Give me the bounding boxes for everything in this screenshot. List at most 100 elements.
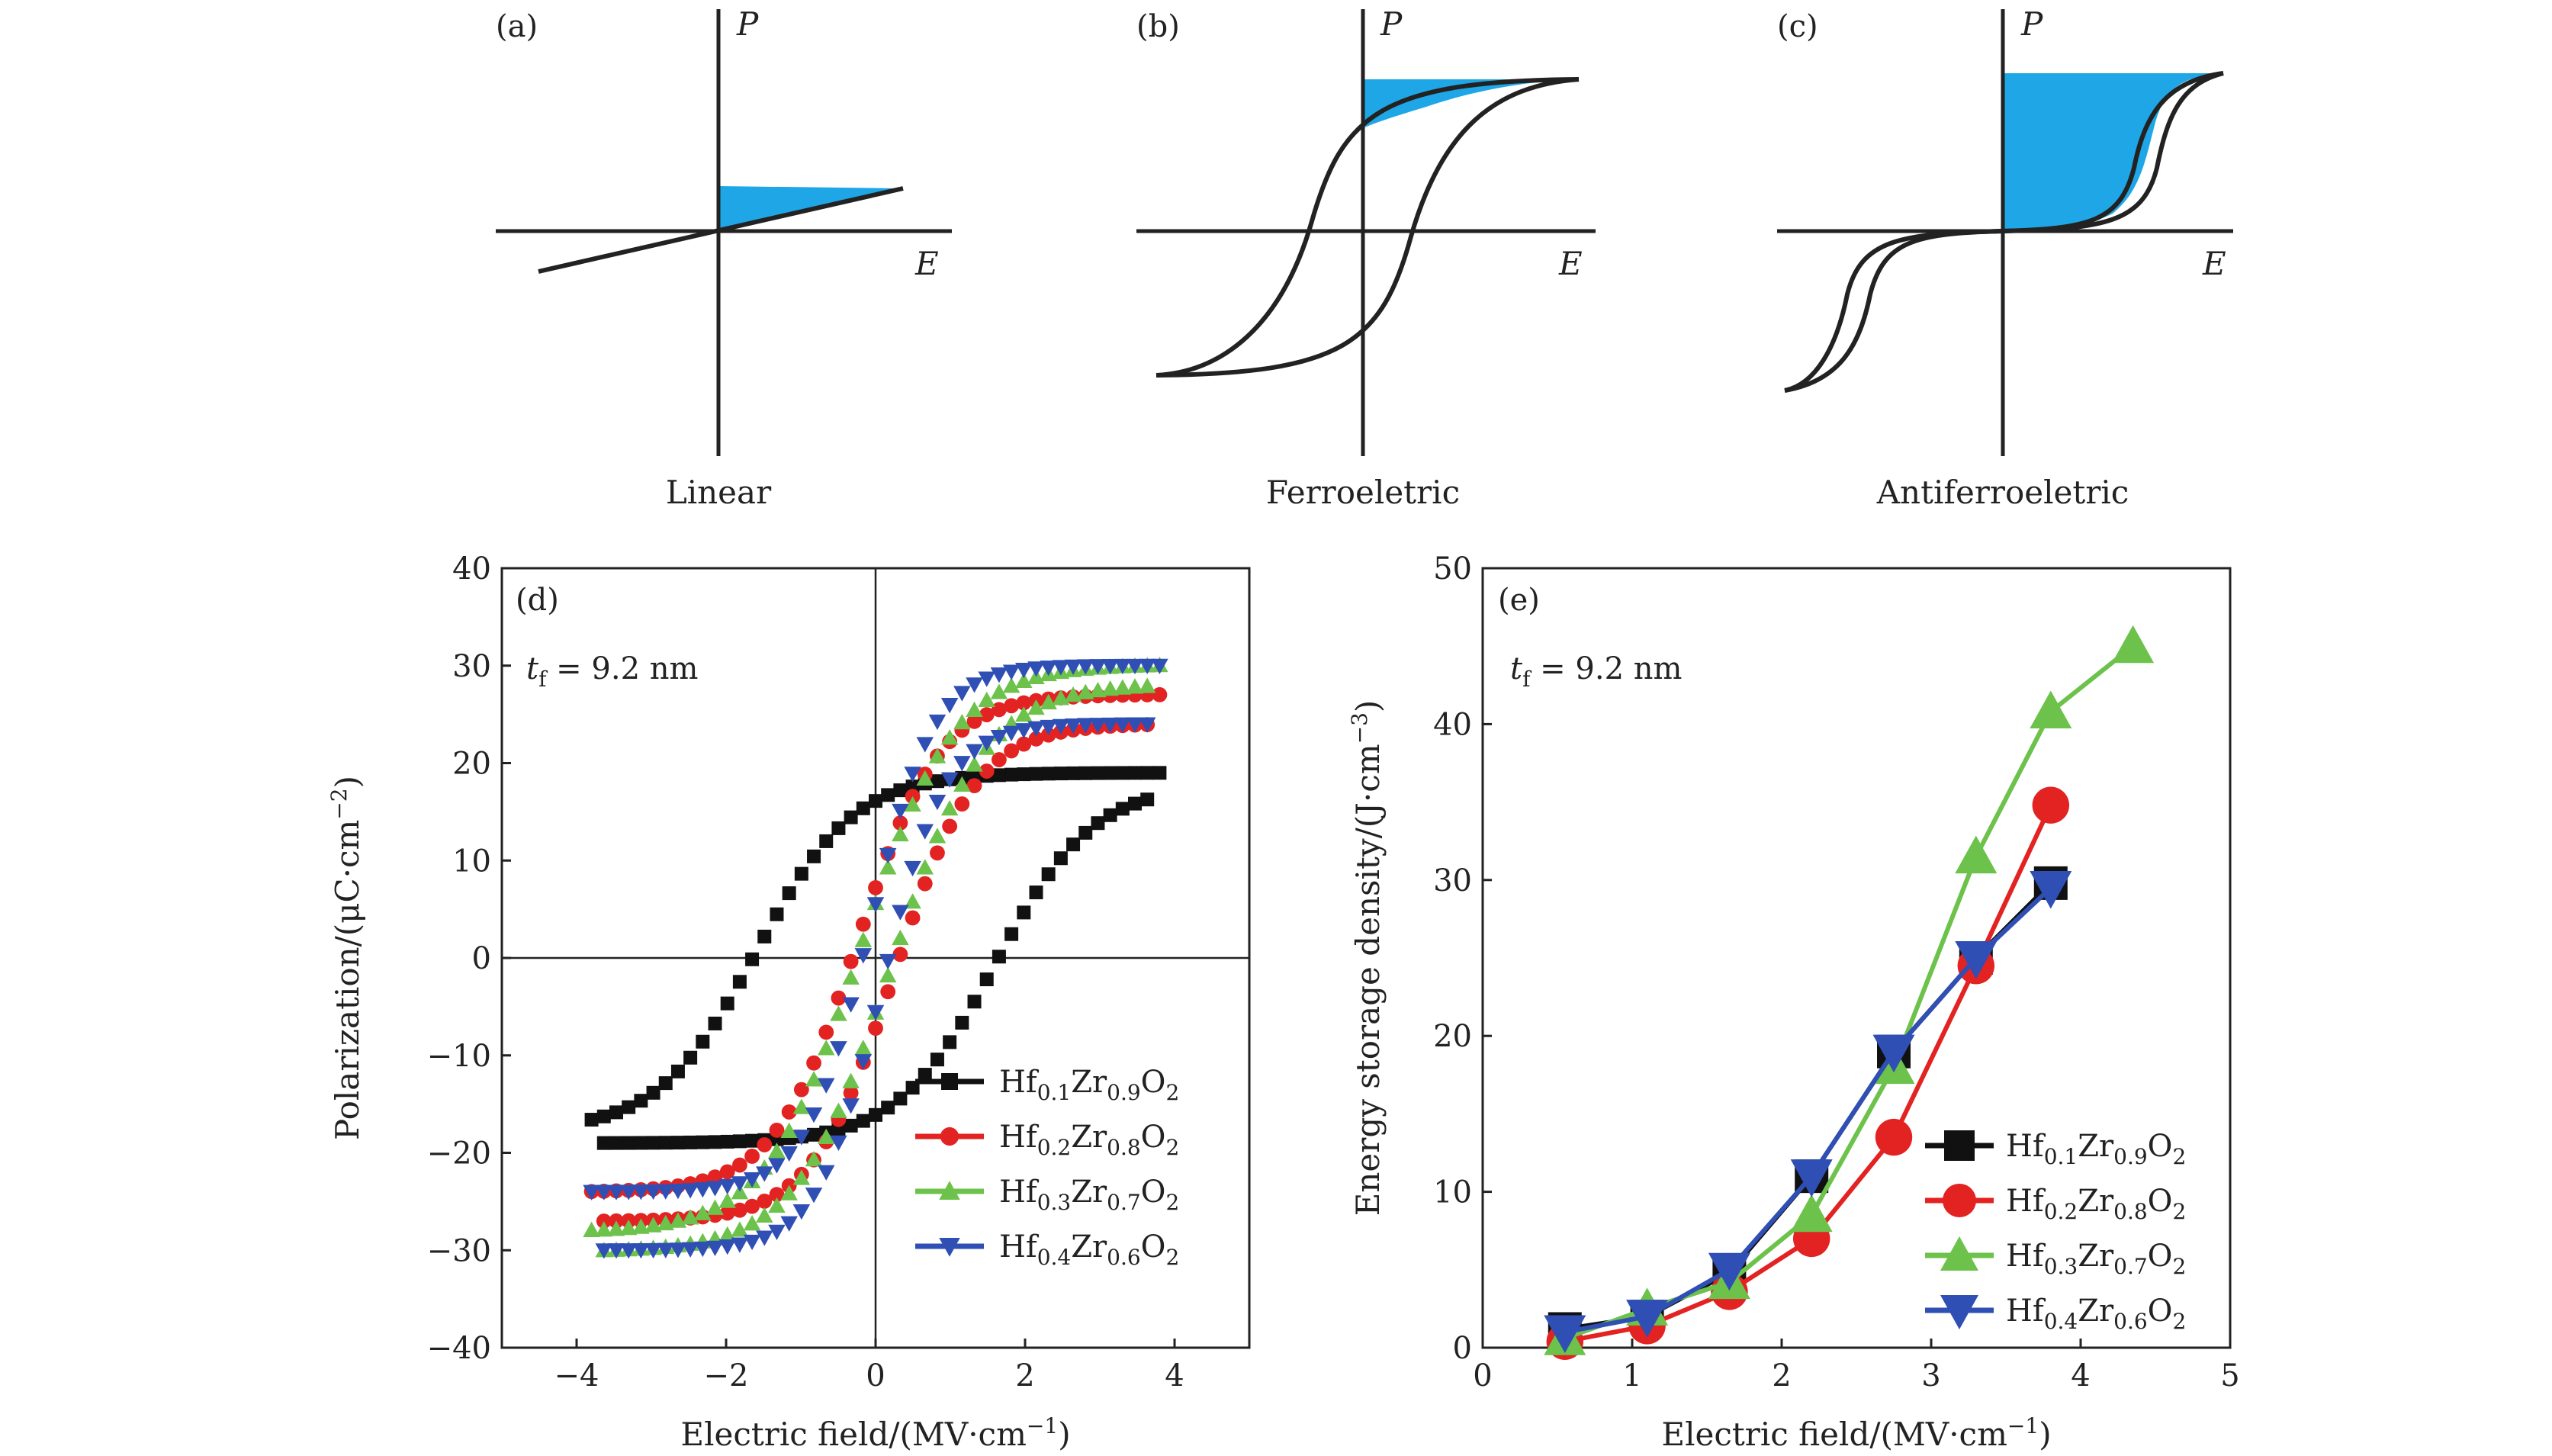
panel-d-point <box>1140 766 1155 780</box>
panel-d-point <box>992 950 1006 964</box>
panel-d-y-tick-label: 10 <box>452 844 491 879</box>
panel-d-point <box>780 1146 798 1162</box>
panel-d-point <box>818 1024 834 1040</box>
panel-d-point <box>683 1135 698 1149</box>
panel-d-point <box>819 834 834 848</box>
panel-d-point <box>1115 766 1130 780</box>
panel-d-point <box>879 966 897 983</box>
panel-d-point <box>596 1213 612 1229</box>
panel-d-point <box>718 1178 736 1195</box>
panel-d-point <box>830 1041 847 1057</box>
panel-d-point <box>979 972 994 987</box>
panel-d-point <box>940 698 959 714</box>
panel-d-point <box>1016 736 1032 752</box>
panel-e-point <box>1708 1252 1750 1291</box>
panel-e-legend-marker <box>1940 1295 1978 1329</box>
schematic-c-tag: (c) <box>1777 9 1818 44</box>
panel-d-legend-marker <box>940 1127 959 1146</box>
panel-d-point <box>856 801 870 815</box>
panel-d-point <box>1101 680 1119 696</box>
panel-d-point <box>1004 698 1020 714</box>
panel-d-point <box>792 1098 811 1114</box>
panel-e-legend-label: Hf0.2Zr0.8O2 <box>2006 1184 2186 1224</box>
panel-d-point <box>1040 693 1057 710</box>
panel-d-point <box>619 1184 638 1200</box>
panel-d-point <box>595 1243 613 1259</box>
panel-d-point <box>843 953 859 969</box>
panel-d-point <box>743 1215 761 1231</box>
panel-d-point <box>918 1068 932 1082</box>
panel-d-y-tick-label: −10 <box>427 1039 491 1074</box>
panel-d-point <box>694 1241 712 1258</box>
panel-d-point <box>893 783 908 798</box>
panel-d-point <box>905 1081 920 1095</box>
panel-d-point <box>718 1239 736 1255</box>
panel-d-point <box>708 1135 722 1149</box>
panel-d-point <box>892 815 908 831</box>
panel-d-point <box>805 1107 823 1123</box>
panel-d-point <box>830 1102 847 1118</box>
panel-d-point <box>646 1085 660 1100</box>
panel-d-point <box>696 1135 710 1149</box>
panel-d-point <box>1015 663 1033 679</box>
panel-d-point <box>966 756 983 772</box>
schematic-b-tag: (b) <box>1136 9 1180 44</box>
panel-d-point <box>792 1130 811 1146</box>
panel-e-x-tick-label: 3 <box>1921 1358 1940 1393</box>
panel-d-legend-label: Hf0.4Zr0.6O2 <box>999 1229 1179 1270</box>
panel-d-point <box>928 714 947 731</box>
panel-d-point <box>953 714 971 730</box>
panel-d-point <box>607 1220 625 1236</box>
panel-d-point <box>916 824 934 840</box>
panel-d-point <box>1115 802 1130 816</box>
panel-d-point <box>1101 659 1119 675</box>
panel-d-point <box>916 737 934 753</box>
panel-d-point <box>1077 683 1094 699</box>
panel-d-point <box>669 1212 687 1228</box>
panel-e-point <box>1955 941 1998 979</box>
panel-d-point <box>1077 659 1094 675</box>
panel-d-point <box>1052 660 1070 676</box>
panel-d-point <box>966 744 983 760</box>
schematic-ferroelectric: (b) P E Ferroeletric <box>1136 5 1596 511</box>
panel-e-y-axis-label: Energy storage density/(J·cm−3) <box>1347 700 1387 1217</box>
panel-d-point <box>1077 718 1094 734</box>
panel-d-point <box>805 1150 823 1167</box>
panel-d-point <box>768 1224 786 1241</box>
panel-d-point <box>793 1082 809 1098</box>
panel-d-point <box>720 1134 734 1149</box>
panel-d-point <box>917 876 933 892</box>
panel-e-point <box>2112 625 2155 664</box>
panel-d-point <box>1138 717 1156 733</box>
panel-d-point <box>1126 658 1144 675</box>
panel-d-point <box>720 996 734 1011</box>
panel-d-point <box>943 1035 957 1049</box>
panel-d-point <box>830 1005 847 1021</box>
panel-d-point <box>855 916 871 932</box>
panel-d-point <box>596 1109 611 1123</box>
schematic-antiferroelectric: (c) P E Antiferroeletric <box>1777 5 2233 511</box>
panel-d-point <box>854 1054 873 1070</box>
panel-d-point <box>694 1204 712 1220</box>
panel-d-point <box>670 1064 685 1078</box>
panel-d-point <box>1027 721 1045 737</box>
panel-d-point <box>1016 695 1032 711</box>
panel-d-point <box>940 800 959 816</box>
panel-d-point <box>1064 686 1082 702</box>
panel-d-point <box>1152 766 1167 780</box>
panel-d-point <box>719 1205 735 1221</box>
panel-d-point <box>881 788 895 802</box>
panel-d-point <box>731 1176 749 1192</box>
panel-d-legend-label: Hf0.3Zr0.7O2 <box>999 1175 1179 1215</box>
panel-d-point <box>953 756 971 772</box>
panel-d-point <box>978 671 995 687</box>
panel-d-point <box>928 747 947 763</box>
panel-d-y-tick-label: 0 <box>472 941 491 976</box>
panel-d-point <box>694 1182 712 1198</box>
panel-d-point <box>892 947 908 963</box>
schematic-b-p-label: P <box>1380 5 1403 43</box>
panel-e-point <box>1790 1159 1833 1197</box>
panel-d-point <box>780 1122 798 1138</box>
panel-d-point <box>595 1221 613 1237</box>
